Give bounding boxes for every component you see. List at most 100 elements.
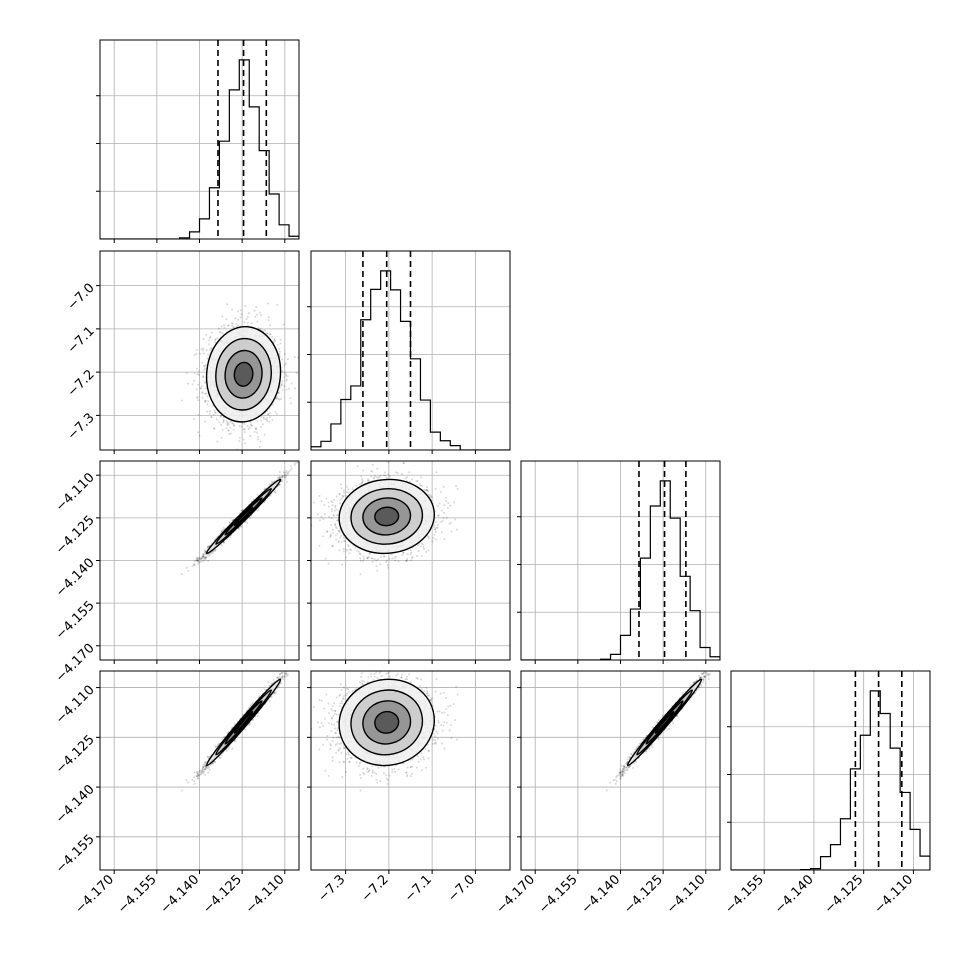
panel-1-1: [307, 251, 510, 454]
scatter-point: [438, 503, 440, 505]
scatter-point: [249, 427, 251, 429]
scatter-point: [355, 485, 357, 487]
scatter-point: [408, 471, 410, 473]
scatter-point: [200, 387, 202, 389]
scatter-point: [204, 368, 206, 370]
scatter-point: [202, 397, 204, 399]
scatter-point: [411, 479, 413, 481]
scatter-point: [206, 554, 208, 556]
scatter-point: [296, 372, 298, 374]
scatter-point: [435, 471, 437, 473]
scatter-point: [441, 531, 443, 533]
scatter-point: [249, 435, 251, 437]
scatter-point: [280, 476, 282, 478]
scatter-point: [218, 327, 220, 329]
scatter-point: [214, 339, 216, 341]
scatter-point: [193, 418, 195, 420]
scatter-point: [202, 553, 204, 555]
scatter-point: [197, 399, 199, 401]
scatter-point: [221, 326, 223, 328]
scatter-point: [372, 464, 374, 466]
scatter-point: [358, 551, 360, 553]
scatter-point: [278, 399, 280, 401]
scatter-point: [214, 550, 216, 552]
panel-0-0: [96, 40, 299, 243]
panel-plot-area: [100, 40, 299, 239]
scatter-point: [268, 421, 270, 423]
tick-label-y: −4.170: [53, 641, 98, 686]
scatter-point: [294, 462, 296, 464]
scatter-point: [205, 400, 207, 402]
scatter-point: [240, 313, 242, 315]
scatter-point: [211, 347, 213, 349]
scatter-point: [257, 510, 259, 512]
scatter-point: [446, 517, 448, 519]
scatter-point: [294, 387, 296, 389]
scatter-point: [406, 558, 408, 560]
scatter-point: [387, 462, 389, 464]
scatter-point: [281, 380, 283, 382]
scatter-point: [216, 418, 218, 420]
scatter-point: [202, 350, 204, 352]
scatter-point: [233, 466, 235, 468]
scatter-point: [220, 544, 222, 546]
scatter-point: [199, 435, 201, 437]
scatter-point: [229, 521, 231, 523]
scatter-point: [208, 339, 210, 341]
scatter-point: [384, 475, 386, 477]
scatter-point: [332, 545, 334, 547]
scatter-point: [233, 424, 235, 426]
scatter-point: [225, 420, 227, 422]
scatter-point: [201, 560, 203, 562]
scatter-point: [410, 551, 412, 553]
scatter-point: [216, 337, 218, 339]
scatter-point: [287, 473, 289, 475]
scatter-point: [223, 419, 225, 421]
tick-label-y: −4.155: [53, 598, 98, 643]
scatter-point: [271, 336, 273, 338]
panel-2-1: [293, 448, 510, 664]
scatter-point: [441, 510, 443, 512]
scatter-point: [435, 488, 437, 490]
scatter-point: [181, 573, 183, 575]
scatter-point: [432, 537, 434, 539]
scatter-point: [225, 318, 227, 320]
scatter-point: [256, 314, 258, 316]
scatter-point: [285, 475, 287, 477]
scatter-point: [219, 331, 221, 333]
scatter-point: [358, 484, 360, 486]
scatter-point: [286, 481, 288, 483]
scatter-point: [229, 421, 231, 423]
scatter-point: [244, 431, 246, 433]
scatter-point: [280, 398, 282, 400]
scatter-point: [290, 465, 292, 467]
scatter-point: [397, 560, 399, 562]
scatter-point: [257, 436, 259, 438]
scatter-point: [356, 550, 358, 552]
scatter-point: [379, 563, 381, 565]
scatter-point: [209, 413, 211, 415]
scatter-point: [277, 477, 279, 479]
scatter-point: [260, 314, 262, 316]
scatter-point: [273, 339, 275, 341]
scatter-point: [289, 469, 291, 471]
scatter-point: [281, 384, 283, 386]
scatter-point: [293, 519, 295, 521]
scatter-point: [263, 416, 265, 418]
scatter-point: [197, 384, 199, 386]
scatter-point: [372, 561, 374, 563]
scatter-point: [352, 488, 354, 490]
scatter-point: [246, 522, 248, 524]
scatter-point: [274, 411, 276, 413]
scatter-point: [260, 416, 262, 418]
scatter-point: [279, 351, 281, 353]
scatter-point: [443, 512, 445, 514]
scatter-point: [216, 441, 218, 443]
scatter-point: [227, 325, 229, 327]
scatter-point: [191, 565, 193, 567]
panel-plot-area: [293, 448, 510, 660]
scatter-point: [276, 398, 278, 400]
scatter-point: [374, 558, 376, 560]
tick-label-y: −7.1: [65, 324, 98, 357]
